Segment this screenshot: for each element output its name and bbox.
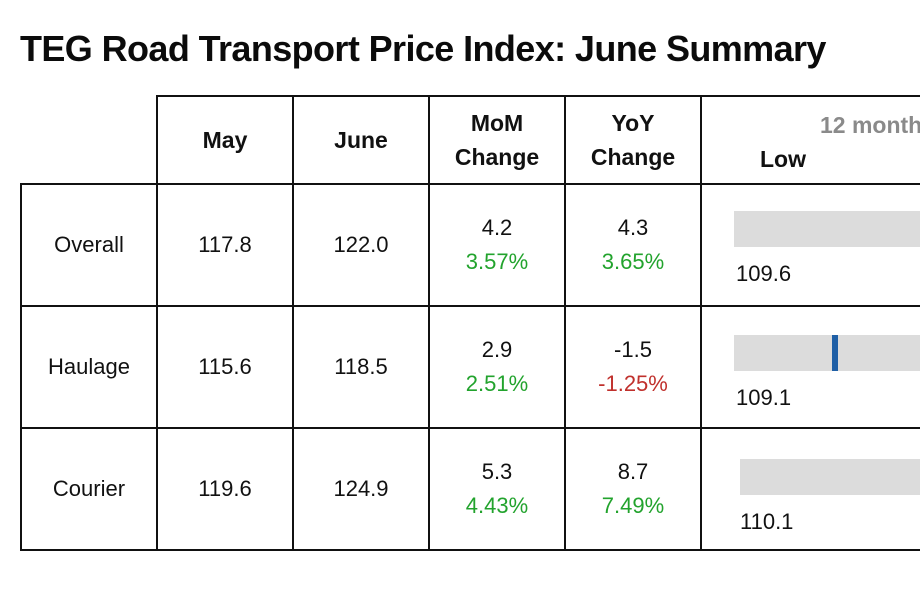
june-value: 122.0 xyxy=(292,183,430,307)
may-value: 119.6 xyxy=(156,427,294,551)
yoy-change-percent: 3.65% xyxy=(601,249,665,274)
range-marker xyxy=(831,335,838,371)
range-cell: 109.6 xyxy=(700,183,920,307)
table-row-overall: Overall 117.8 122.0 4.2 3.57% 4.3 3.65% xyxy=(20,183,920,307)
mom-change-percent: 4.43% xyxy=(465,493,529,518)
yoy-change-cell: 4.3 3.65% xyxy=(564,183,702,307)
range-low-value: 110.1 xyxy=(740,509,794,534)
header-yoy-change: YoY Change xyxy=(564,95,702,185)
may-value: 117.8 xyxy=(156,183,294,307)
yoy-change-value: 4.3 xyxy=(617,215,649,240)
header-yoy-line1: YoY xyxy=(611,110,655,136)
row-label: Courier xyxy=(20,427,158,551)
range-low-value: 109.1 xyxy=(736,385,792,410)
yoy-change-cell: -1.5 -1.25% xyxy=(564,305,702,429)
mom-change-cell: 4.2 3.57% xyxy=(428,183,566,307)
row-label: Haulage xyxy=(20,305,158,429)
header-range-title: 12 month xyxy=(820,112,920,138)
mom-change-value: 4.2 xyxy=(481,215,513,240)
range-track xyxy=(740,459,920,495)
mom-change-value: 5.3 xyxy=(481,459,513,484)
mom-change-percent: 3.57% xyxy=(465,249,529,274)
yoy-change-value: 8.7 xyxy=(617,459,649,484)
range-low-value: 109.6 xyxy=(736,261,792,286)
yoy-change-cell: 8.7 7.49% xyxy=(564,427,702,551)
range-cell: 110.1 xyxy=(700,427,920,551)
header-12-month-range: 12 month Low xyxy=(700,95,920,185)
summary-table-wrapper: May June MoM Change YoY Change 12 month xyxy=(20,95,920,551)
june-value: 118.5 xyxy=(292,305,430,429)
header-range-low: Low xyxy=(760,146,806,172)
yoy-change-percent: -1.25% xyxy=(598,371,668,396)
range-track xyxy=(734,335,920,371)
header-may: May xyxy=(156,95,294,185)
yoy-change-value: -1.5 xyxy=(614,337,652,362)
header-mom-change: MoM Change xyxy=(428,95,566,185)
page-title: TEG Road Transport Price Index: June Sum… xyxy=(20,28,826,69)
mom-change-percent: 2.51% xyxy=(465,371,529,396)
may-value: 115.6 xyxy=(156,305,294,429)
summary-table: May June MoM Change YoY Change 12 month xyxy=(20,95,920,551)
header-row: May June MoM Change YoY Change 12 month xyxy=(21,95,920,185)
header-blank-cell xyxy=(21,96,158,185)
header-june: June xyxy=(292,95,430,185)
range-cell: 109.1 xyxy=(700,305,920,429)
table-row-courier: Courier 119.6 124.9 5.3 4.43% 8.7 7.49% xyxy=(20,427,920,551)
row-label: Overall xyxy=(20,183,158,307)
header-mom-line1: MoM xyxy=(470,110,524,136)
mom-change-cell: 5.3 4.43% xyxy=(428,427,566,551)
mom-change-cell: 2.9 2.51% xyxy=(428,305,566,429)
table-row-haulage: Haulage 115.6 118.5 2.9 2.51% -1.5 -1.25… xyxy=(20,305,920,429)
yoy-change-percent: 7.49% xyxy=(601,493,665,518)
header-mom-line2: Change xyxy=(454,144,540,170)
range-track xyxy=(734,211,920,247)
header-yoy-line2: Change xyxy=(590,144,676,170)
mom-change-value: 2.9 xyxy=(481,337,513,362)
june-value: 124.9 xyxy=(292,427,430,551)
